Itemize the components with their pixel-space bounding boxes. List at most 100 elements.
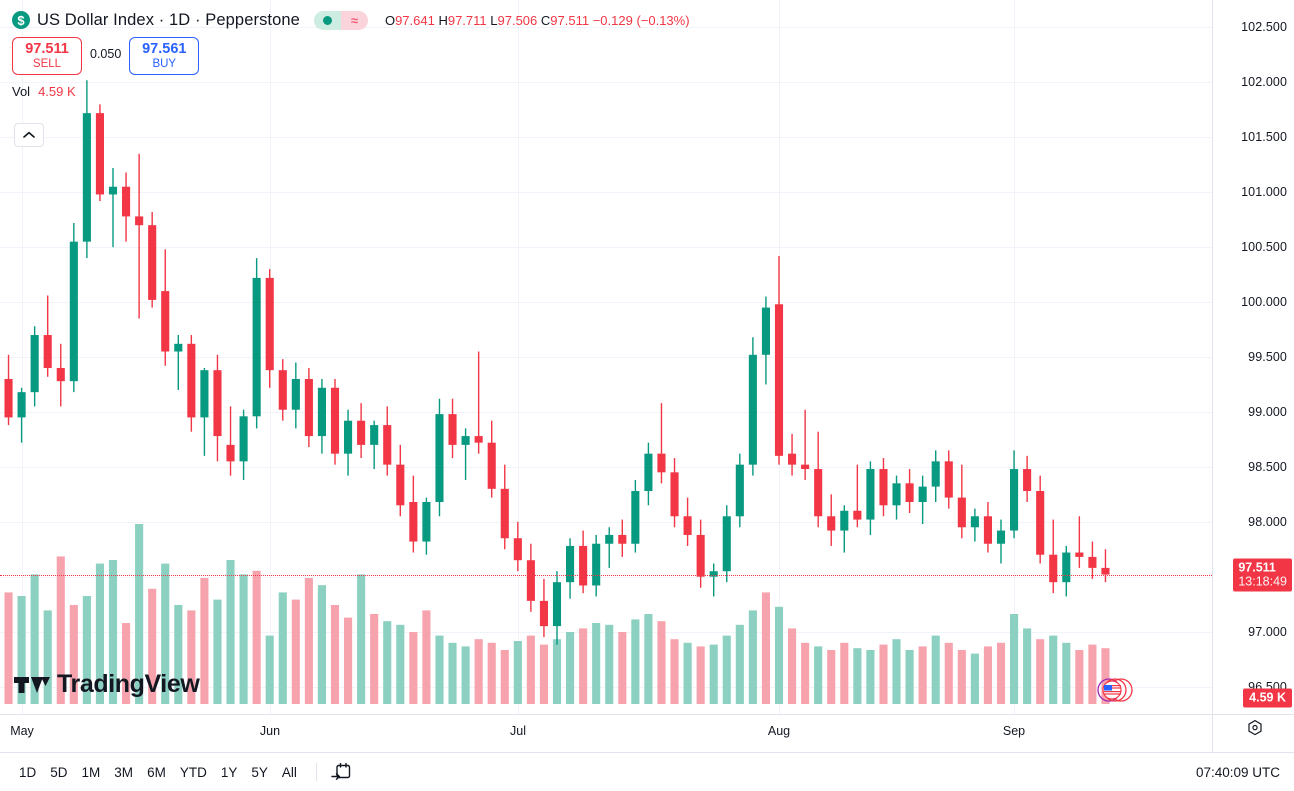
candle-body: [566, 545, 575, 583]
gridline-horizontal: [0, 137, 1212, 139]
volume-bar: [683, 642, 692, 704]
tradingview-logo-icon: [14, 676, 50, 693]
timeframe-button-all[interactable]: All: [281, 764, 297, 780]
volume-bar: [905, 650, 914, 704]
volume-bar: [30, 574, 39, 704]
timeframe-button-5d[interactable]: 5D: [50, 764, 68, 780]
candle-body: [1075, 552, 1084, 557]
candle-body: [526, 560, 535, 601]
candle-body: [213, 370, 222, 437]
volume-bar: [187, 610, 196, 704]
volume-bar: [748, 610, 757, 704]
volume-bar: [774, 606, 784, 704]
gridline-horizontal: [0, 576, 1212, 578]
volume-bar: [735, 624, 744, 704]
candle-body: [761, 307, 770, 355]
volume-bar: [539, 644, 548, 704]
candle-body: [866, 469, 875, 520]
candle-body: [278, 370, 287, 410]
volume-bar: [944, 642, 953, 704]
price-line: [0, 575, 1212, 577]
series-style-toggle[interactable]: ≈: [313, 10, 368, 30]
collapse-legend-button[interactable]: [14, 123, 44, 147]
candle-body: [291, 378, 300, 410]
price-axis-tick: 101.500: [1241, 130, 1287, 145]
time-axis-tick: Jul: [510, 724, 526, 738]
volume-bar: [487, 642, 496, 704]
candle-body: [357, 420, 366, 445]
volume-bar: [1010, 614, 1019, 704]
candle-body: [944, 461, 953, 498]
candle-body: [552, 582, 562, 627]
close-value: 97.511: [550, 12, 590, 28]
toggle-candles-option[interactable]: [313, 10, 341, 30]
volume-bar: [370, 614, 379, 704]
timeframe-button-1d[interactable]: 1D: [19, 764, 37, 780]
candle-body: [1023, 469, 1032, 492]
toggle-line-option[interactable]: ≈: [340, 10, 368, 30]
volume-bar: [226, 560, 235, 704]
volume-bar: [761, 592, 770, 704]
change-value: −0.129 (−0.13%): [592, 12, 690, 28]
timeframe-button-6m[interactable]: 6M: [147, 764, 166, 780]
chart-settings-icon[interactable]: [1245, 718, 1265, 738]
volume-bar: [435, 635, 444, 704]
symbol-title[interactable]: US Dollar Index · 1D · Pepperstone: [37, 10, 300, 29]
buy-label: BUY: [152, 57, 177, 70]
chart-legend: $ US Dollar Index · 1D · Pepperstone ≈ O…: [0, 0, 690, 99]
candle-body: [592, 543, 601, 586]
volume-bar: [174, 605, 183, 704]
timeframe-button-1m[interactable]: 1M: [81, 764, 101, 780]
candle-body: [513, 538, 522, 561]
chart-plot-area[interactable]: [0, 0, 1212, 714]
volume-bar: [1036, 639, 1045, 704]
current-price-tag: 97.511 13:18:49: [1233, 558, 1292, 592]
candle-body: [605, 534, 614, 544]
volume-bar: [278, 592, 287, 704]
gridline-horizontal: [0, 411, 1212, 413]
open-label: O: [384, 12, 396, 28]
volume-bar: [252, 570, 261, 704]
timeframe-selector: 1D 5D 1M 3M 6M YTD 1Y 5Y All: [0, 761, 304, 784]
time-axis[interactable]: May Jun Jul Aug Sep: [0, 714, 1212, 753]
volume-bar: [422, 610, 431, 704]
volume-bar: [722, 635, 731, 704]
volume-bar: [213, 599, 222, 704]
candle-body: [788, 453, 797, 465]
time-axis-tick: May: [10, 724, 34, 738]
timeframe-button-3m[interactable]: 3M: [114, 764, 134, 780]
candle-body: [801, 464, 810, 470]
volume-bar: [853, 648, 862, 704]
volume-bar: [996, 642, 1006, 704]
candle-body: [983, 516, 992, 544]
volume-label: Vol: [12, 84, 31, 99]
volume-bar: [970, 653, 979, 704]
candle-body: [631, 491, 640, 544]
price-axis-tick: 99.000: [1248, 404, 1287, 419]
volume-bar: [1023, 628, 1032, 704]
volume-bar: [396, 624, 405, 704]
volume-bar: [879, 644, 888, 704]
gridline-horizontal: [0, 466, 1212, 468]
sell-button[interactable]: 97.511 SELL: [12, 37, 82, 75]
price-axis[interactable]: 102.500 102.000 101.500 101.000 100.500 100.0…: [1212, 0, 1294, 714]
candle-body: [931, 461, 940, 487]
volume-bar: [304, 578, 313, 704]
time-axis-tick: Aug: [767, 724, 791, 738]
volume-bar: [670, 639, 679, 704]
volume-bar: [95, 563, 104, 704]
high-value: 97.711: [447, 12, 487, 28]
buy-button[interactable]: 97.561 BUY: [129, 37, 200, 75]
candle-body: [722, 516, 731, 572]
candle-body: [709, 571, 718, 577]
current-price-value: 97.511: [1238, 560, 1276, 575]
volume-bar: [579, 628, 588, 704]
go-to-date-button[interactable]: [327, 758, 355, 786]
candle-body: [1010, 469, 1019, 531]
volume-bar: [82, 596, 91, 704]
timeframe-button-1y[interactable]: 1Y: [220, 764, 238, 780]
timeframe-button-5y[interactable]: 5Y: [251, 764, 268, 780]
candle-body: [918, 486, 927, 502]
timeframe-button-ytd[interactable]: YTD: [179, 764, 207, 780]
